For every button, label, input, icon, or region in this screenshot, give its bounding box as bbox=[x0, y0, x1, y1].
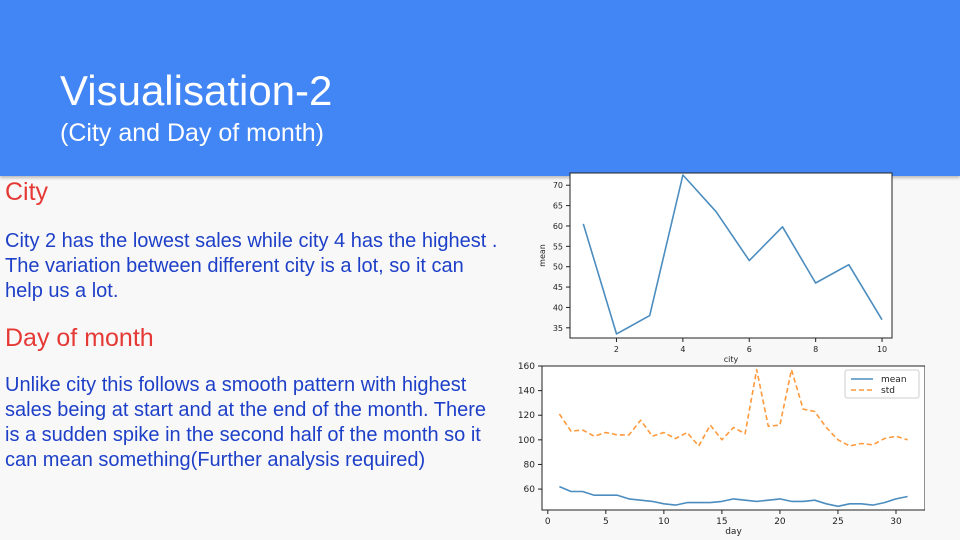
y-tick-label: 50 bbox=[553, 263, 563, 272]
y-tick-label: 120 bbox=[518, 411, 535, 421]
x-tick-label: 20 bbox=[774, 517, 786, 527]
x-tick-label: 8 bbox=[813, 345, 818, 354]
x-axis-label: day bbox=[725, 527, 742, 537]
x-tick-label: 10 bbox=[877, 345, 887, 354]
legend-box bbox=[844, 369, 920, 399]
city-mean-chart: 2 4 6 8 10 35 40 45 50 55 60 65 70 city mean bbox=[538, 172, 893, 364]
section-text-day-of-month: Unlike city this follows a smooth patter… bbox=[5, 374, 487, 471]
x-tick-label: 30 bbox=[890, 517, 902, 527]
y-tick-label: 100 bbox=[518, 436, 535, 446]
series-line-std bbox=[558, 368, 908, 447]
x-tick-label: 6 bbox=[747, 345, 752, 354]
y-tick-label: 160 bbox=[518, 362, 535, 372]
y-tick-label: 140 bbox=[518, 387, 535, 397]
section-text-city: City 2 has the lowest sales while city 4… bbox=[5, 230, 498, 302]
slide-header: Visualisation-2 (City and Day of month) bbox=[0, 0, 960, 176]
y-tick-label: 40 bbox=[553, 303, 563, 312]
page-subtitle: (City and Day of month) bbox=[60, 119, 324, 147]
y-tick-label: 65 bbox=[553, 202, 563, 211]
y-tick-label: 70 bbox=[553, 181, 563, 190]
x-tick-label: 15 bbox=[716, 517, 727, 527]
x-axis-label: city bbox=[724, 355, 739, 364]
section-heading-city: City bbox=[5, 178, 49, 206]
x-tick-label: 0 bbox=[545, 517, 551, 527]
y-tick-label: 80 bbox=[524, 460, 536, 470]
y-tick-label: 35 bbox=[553, 324, 563, 333]
series-line-series-0 bbox=[582, 174, 883, 335]
x-tick-label: 25 bbox=[832, 517, 843, 527]
plot-area bbox=[569, 172, 893, 339]
legend-label-std: std bbox=[881, 386, 895, 396]
y-tick-label: 55 bbox=[553, 242, 563, 251]
y-axis-label: mean bbox=[538, 244, 547, 267]
y-tick-label: 45 bbox=[553, 283, 563, 292]
page-title: Visualisation-2 bbox=[60, 67, 333, 114]
series-line-mean bbox=[559, 485, 908, 508]
x-tick-label: 4 bbox=[680, 345, 685, 354]
legend-label-mean: mean bbox=[881, 375, 907, 385]
x-tick-label: 10 bbox=[658, 517, 670, 527]
x-tick-label: 2 bbox=[614, 345, 619, 354]
y-tick-label: 60 bbox=[553, 222, 563, 231]
y-tick-label: 60 bbox=[524, 485, 536, 495]
x-tick-label: 5 bbox=[603, 517, 609, 527]
section-heading-day-of-month: Day of month bbox=[5, 324, 154, 352]
